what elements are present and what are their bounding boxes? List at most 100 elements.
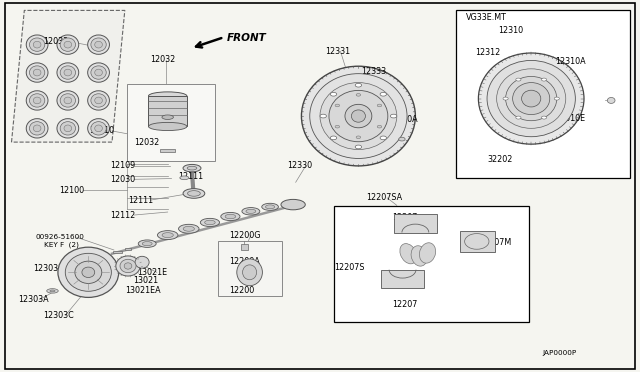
Ellipse shape [356,136,361,139]
Ellipse shape [95,125,102,132]
Ellipse shape [356,94,361,96]
Ellipse shape [522,90,541,107]
Text: 12010: 12010 [90,126,115,135]
Text: 12030: 12030 [110,175,135,184]
Text: 12207S: 12207S [334,263,365,272]
Ellipse shape [33,69,41,76]
Ellipse shape [400,244,417,264]
Ellipse shape [57,35,79,54]
Ellipse shape [419,243,436,263]
Text: 12310A: 12310A [556,57,586,66]
Ellipse shape [355,83,362,87]
Ellipse shape [187,166,197,170]
Ellipse shape [355,145,362,149]
Ellipse shape [225,214,236,219]
Ellipse shape [60,66,76,79]
Ellipse shape [88,119,109,138]
Ellipse shape [377,104,381,107]
Ellipse shape [243,265,257,280]
Ellipse shape [180,176,189,180]
Ellipse shape [411,246,428,266]
Ellipse shape [50,290,55,292]
Ellipse shape [330,136,337,140]
Ellipse shape [183,226,195,231]
Ellipse shape [47,289,58,293]
Text: 12109: 12109 [110,161,135,170]
Text: 12207M: 12207M [479,238,511,247]
Text: 12207: 12207 [392,213,417,222]
Ellipse shape [516,116,521,119]
Ellipse shape [57,119,79,138]
Bar [241,244,248,250]
Ellipse shape [503,97,508,100]
Text: 12112: 12112 [110,211,135,219]
Bar [113,251,122,253]
Ellipse shape [57,63,79,82]
Ellipse shape [26,119,48,138]
Ellipse shape [64,41,72,48]
Ellipse shape [179,224,199,233]
Ellipse shape [91,122,106,135]
Ellipse shape [26,63,48,82]
Ellipse shape [377,125,381,128]
Ellipse shape [162,115,173,119]
Ellipse shape [205,220,215,225]
Ellipse shape [513,83,550,115]
Bar [160,149,175,152]
Ellipse shape [266,205,275,209]
Ellipse shape [478,53,584,144]
Text: 12310E: 12310E [556,114,586,123]
Ellipse shape [183,189,205,198]
Text: 12032: 12032 [150,55,175,64]
Ellipse shape [64,69,72,76]
Ellipse shape [138,240,156,247]
Ellipse shape [88,63,109,82]
Ellipse shape [329,90,388,142]
Ellipse shape [148,92,187,100]
Ellipse shape [554,97,559,100]
Ellipse shape [301,66,415,166]
Ellipse shape [399,137,405,141]
Ellipse shape [33,41,41,48]
Ellipse shape [607,97,615,103]
Text: 12333: 12333 [362,67,387,76]
Ellipse shape [237,259,262,286]
Ellipse shape [506,77,557,121]
Ellipse shape [91,66,106,79]
Ellipse shape [335,104,340,107]
Text: 12331: 12331 [325,47,350,56]
Ellipse shape [380,92,387,96]
Text: 12033: 12033 [44,37,68,46]
Ellipse shape [88,91,109,110]
Ellipse shape [88,35,109,54]
Text: JAP0000P: JAP0000P [543,350,577,356]
Text: 12100: 12100 [59,186,84,195]
Text: 12032: 12032 [134,138,159,147]
Text: 12207: 12207 [392,300,417,309]
Polygon shape [12,10,125,142]
Text: 12111: 12111 [178,172,203,181]
Text: 13021EA: 13021EA [125,286,161,295]
Ellipse shape [330,92,337,96]
Ellipse shape [57,91,79,110]
Ellipse shape [124,263,132,269]
Ellipse shape [29,38,45,51]
Bar [460,231,495,252]
Ellipse shape [541,116,547,119]
Text: FRONT: FRONT [227,33,266,43]
Ellipse shape [95,41,102,48]
Ellipse shape [380,136,387,140]
Bar [394,214,437,232]
Bar [218,241,282,296]
Ellipse shape [281,199,305,210]
Ellipse shape [351,110,365,122]
Ellipse shape [26,91,48,110]
Text: 12312: 12312 [475,48,500,57]
Ellipse shape [29,66,45,79]
Text: 12200A: 12200A [229,257,260,266]
Ellipse shape [33,125,41,132]
Bar [125,248,131,250]
Text: 12207SA: 12207SA [366,193,402,202]
Ellipse shape [157,231,178,240]
Bar [127,84,215,161]
